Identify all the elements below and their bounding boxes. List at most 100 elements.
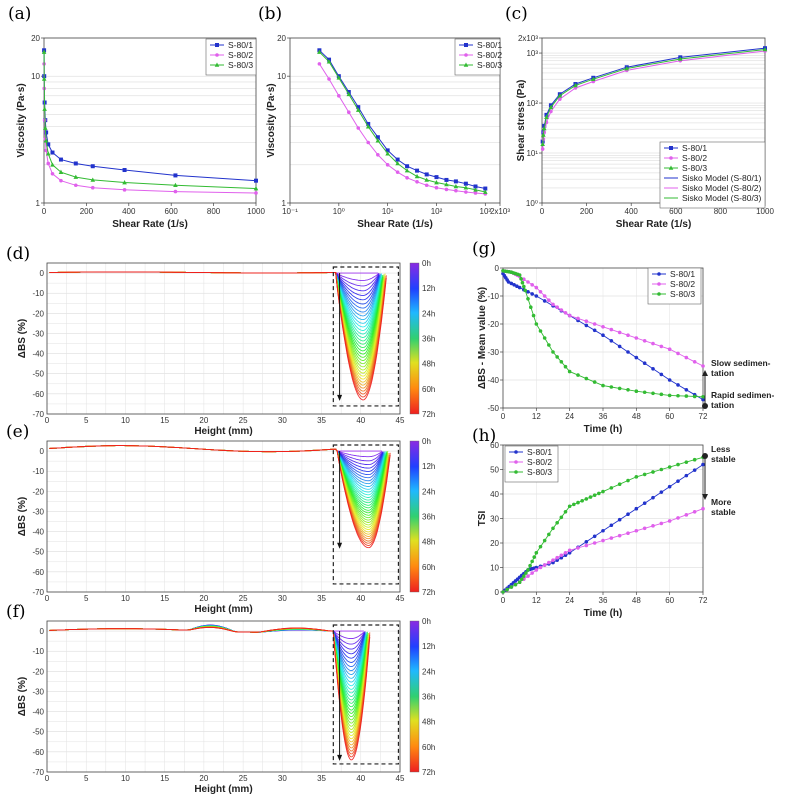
data-point (684, 473, 689, 478)
data-point (41, 76, 47, 81)
profile-curve (49, 625, 368, 711)
x-tick-label: 60 (665, 412, 674, 421)
panel-label: (d) (6, 244, 30, 264)
profile-curve (49, 626, 370, 734)
data-point (634, 528, 639, 533)
data-point (692, 457, 697, 462)
data-point (173, 182, 178, 188)
data-point (122, 180, 127, 185)
data-point (346, 110, 351, 114)
y-axis-title: Shear stress (Pa) (516, 80, 527, 162)
data-point (551, 558, 555, 562)
y-tick-label: -60 (32, 748, 44, 757)
x-axis-title: Shear Rate (1/s) (357, 219, 433, 230)
data-point (444, 187, 449, 192)
profile-curve (49, 626, 370, 752)
data-point (453, 183, 459, 189)
x-tick-label: 45 (396, 416, 405, 425)
profile-curves (49, 271, 387, 401)
data-point (684, 513, 689, 517)
data-point (590, 76, 596, 81)
profile-curve (49, 625, 366, 672)
profile-curve (49, 271, 387, 398)
plot-frame (541, 37, 766, 204)
data-point (601, 538, 605, 543)
profile-curve (49, 271, 380, 301)
data-point (580, 498, 584, 503)
legend: S-80/1S-80/2S-80/3 (205, 38, 257, 76)
colorbar-label: 36h (422, 513, 435, 522)
data-point (366, 140, 371, 145)
colorbar-label: 36h (422, 693, 435, 702)
y-tick-label: -30 (32, 507, 44, 516)
data-point (376, 152, 380, 157)
data-point (41, 49, 47, 54)
data-point (463, 181, 468, 186)
data-point (542, 294, 547, 298)
data-point (523, 288, 528, 293)
profile-curve (49, 271, 381, 324)
data-point (528, 563, 532, 568)
data-point (617, 344, 622, 349)
data-point (375, 138, 381, 143)
y-tick-label: 0 (495, 264, 500, 273)
data-point (667, 378, 672, 382)
data-point (528, 305, 533, 310)
x-axis-title: Shear Rate (1/s) (112, 219, 188, 230)
data-point (555, 555, 559, 560)
data-point (642, 361, 647, 366)
data-point (609, 327, 614, 332)
data-point (626, 512, 630, 517)
panel-g: 0 12 24 36 48 60 72 0 -10 -20 -30 -40 -50 Time (h) ΔBS… (472, 239, 708, 435)
profile-curve (49, 445, 383, 462)
plot-frame (46, 620, 401, 773)
x-tick-label: 15 (160, 416, 169, 425)
panel-h: 0 12 24 36 48 60 72 0 10 20 30 40 50 60 Time (h) TSI (h)… (472, 426, 708, 619)
profile-curve (49, 271, 384, 355)
data-point (254, 191, 258, 195)
data-point (592, 322, 597, 326)
data-point (356, 126, 361, 130)
plot-frame (46, 262, 401, 415)
data-point (50, 150, 55, 155)
x-tick-label: 45 (396, 774, 405, 783)
profile-curve (49, 271, 381, 317)
data-point (676, 383, 680, 387)
data-point (404, 168, 410, 173)
data-point (463, 185, 469, 190)
data-point (684, 460, 689, 464)
y-tick-label: -40 (487, 376, 499, 385)
y-tick-label: 10² (526, 99, 538, 108)
data-point (609, 486, 614, 490)
y-tick-label: -10 (32, 289, 44, 298)
data-point (684, 388, 689, 392)
profile-curve (49, 625, 366, 668)
data-point (453, 179, 458, 184)
legend-label: Sisko Model (S-80/1) (682, 173, 762, 183)
data-point (522, 277, 526, 282)
annotation-rapid-sedimentation-line1: Rapid sedimen- (711, 390, 774, 400)
data-point (634, 506, 639, 511)
y-tick-label: 0 (40, 269, 45, 278)
y-tick-label: 10³ (526, 49, 538, 58)
data-point (434, 180, 439, 185)
y-tick-label: -10 (487, 292, 499, 301)
x-tick-label: 0 (45, 774, 50, 783)
data-point (547, 343, 551, 347)
data-point (524, 571, 528, 575)
profile-curve (49, 445, 388, 511)
profile-curve (49, 625, 367, 704)
legend-label: S-80/2 (477, 50, 502, 60)
x-tick-label: 0 (45, 594, 50, 603)
data-point (59, 178, 63, 183)
data-point (454, 188, 458, 193)
data-point (366, 121, 371, 126)
y-tick-label: -70 (32, 768, 44, 777)
data-point (597, 491, 601, 496)
y-axis-title: Viscosity (Pa·s) (16, 83, 27, 157)
colorbar (409, 262, 420, 415)
profile-curve (49, 445, 389, 521)
x-tick-label: 40 (356, 774, 365, 783)
data-point (327, 77, 331, 81)
